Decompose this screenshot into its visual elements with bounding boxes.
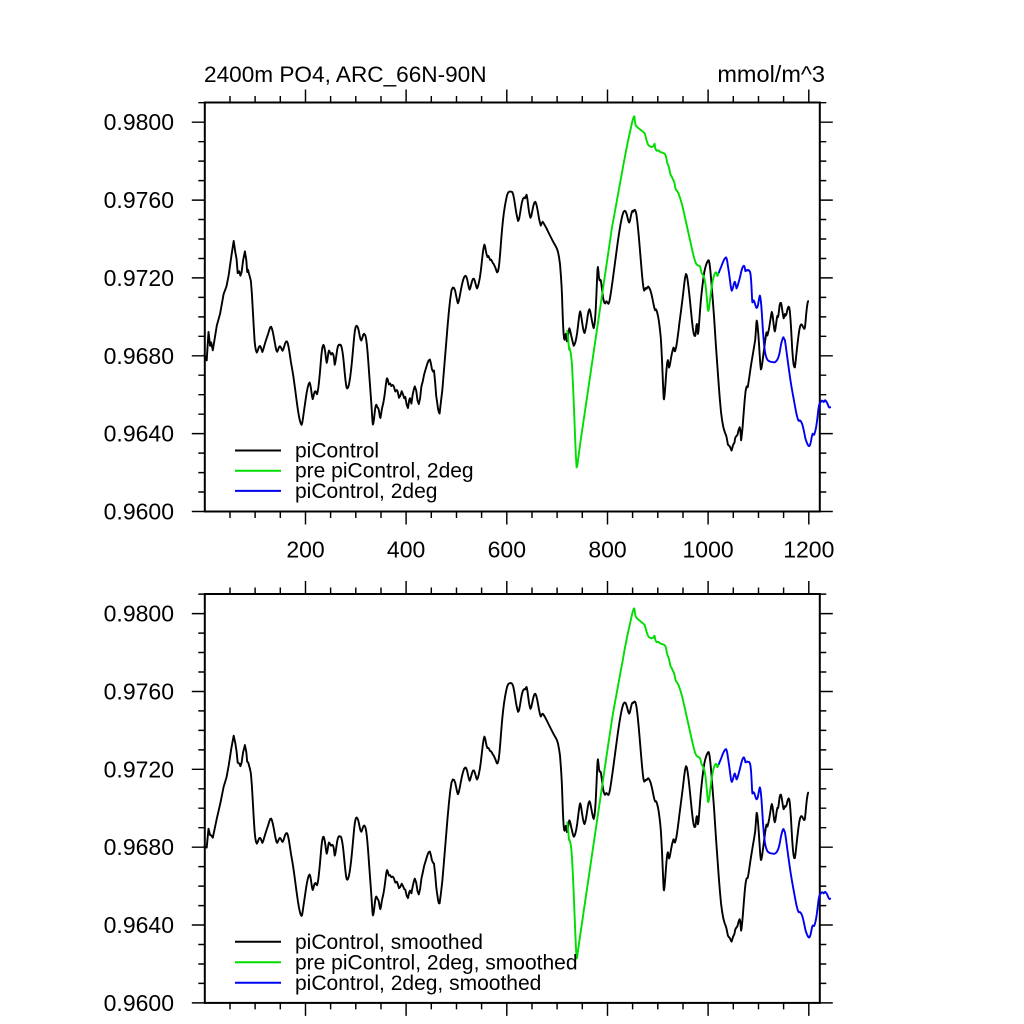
svg-text:0.9600: 0.9600 xyxy=(104,499,174,525)
svg-text:0.9600: 0.9600 xyxy=(104,990,174,1016)
svg-text:piControl, 2deg, smoothed: piControl, 2deg, smoothed xyxy=(295,972,541,995)
svg-text:0.9760: 0.9760 xyxy=(104,187,174,213)
svg-text:0.9800: 0.9800 xyxy=(104,109,174,135)
svg-text:0.9720: 0.9720 xyxy=(104,265,174,291)
svg-text:2400m PO4, ARC_66N-90N: 2400m PO4, ARC_66N-90N xyxy=(204,62,487,87)
svg-text:1200: 1200 xyxy=(783,537,834,563)
svg-text:mmol/m^3: mmol/m^3 xyxy=(717,61,825,87)
svg-text:0.9720: 0.9720 xyxy=(104,756,174,782)
svg-text:pre piControl, 2deg, smoothed: pre piControl, 2deg, smoothed xyxy=(295,951,578,974)
svg-text:0.9680: 0.9680 xyxy=(104,343,174,369)
svg-text:200: 200 xyxy=(286,537,324,563)
svg-text:0.9640: 0.9640 xyxy=(104,421,174,447)
svg-text:pre piControl, 2deg: pre piControl, 2deg xyxy=(295,460,474,483)
svg-text:0.9680: 0.9680 xyxy=(104,834,174,860)
svg-text:0.9800: 0.9800 xyxy=(104,601,174,627)
svg-text:400: 400 xyxy=(387,537,425,563)
svg-text:800: 800 xyxy=(588,537,626,563)
svg-text:1000: 1000 xyxy=(683,537,734,563)
svg-text:piControl, smoothed: piControl, smoothed xyxy=(295,931,483,954)
svg-text:0.9760: 0.9760 xyxy=(104,679,174,705)
svg-text:piControl: piControl xyxy=(295,440,379,463)
svg-text:600: 600 xyxy=(488,537,526,563)
svg-text:0.9640: 0.9640 xyxy=(104,912,174,938)
svg-text:piControl, 2deg: piControl, 2deg xyxy=(295,480,437,503)
